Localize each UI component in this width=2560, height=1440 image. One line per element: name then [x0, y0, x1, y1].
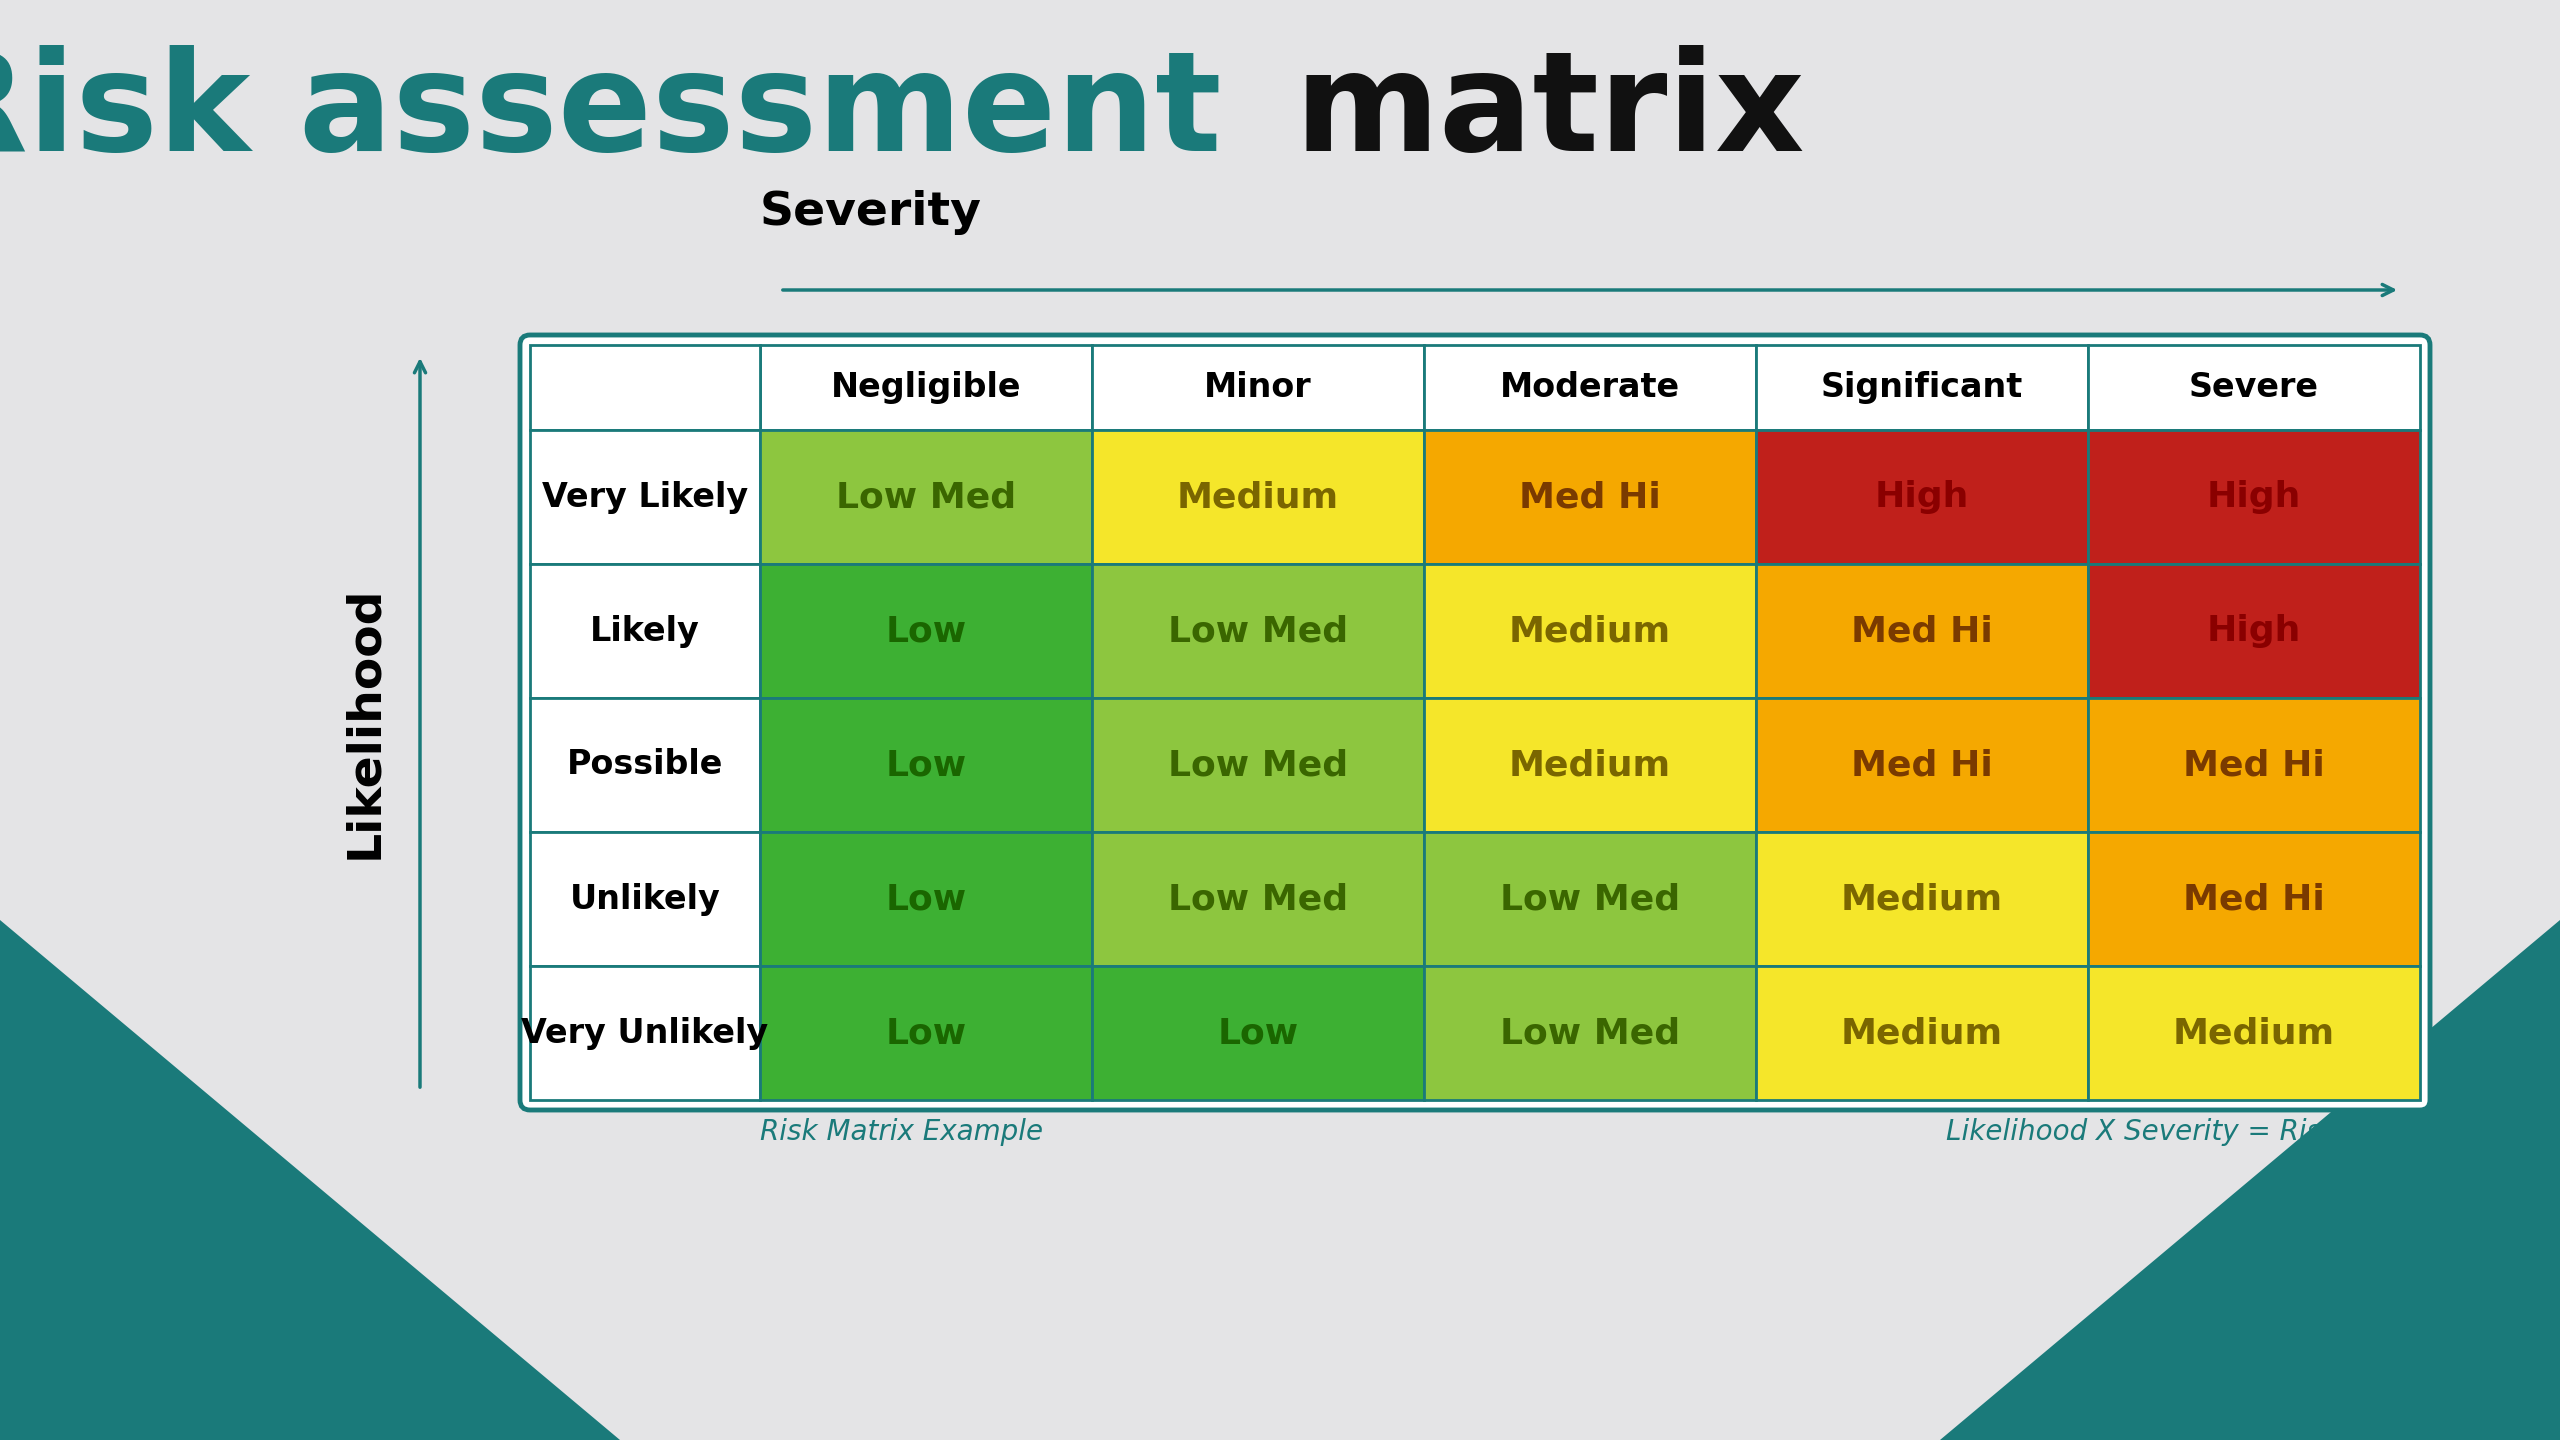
Text: Med Hi: Med Hi	[1851, 613, 1992, 648]
Bar	[1423, 832, 1756, 966]
Text: Risk assessment: Risk assessment	[0, 45, 1270, 180]
Text: Risk Matrix Example: Risk Matrix Example	[760, 1117, 1042, 1146]
Bar	[1423, 564, 1756, 698]
Bar	[1093, 698, 1423, 832]
Bar	[1756, 832, 2089, 966]
Text: High: High	[2207, 480, 2301, 514]
Bar	[2089, 564, 2419, 698]
Bar	[2089, 966, 2419, 1100]
Bar	[1093, 966, 1423, 1100]
FancyBboxPatch shape	[520, 336, 2429, 1110]
Bar	[1423, 346, 1756, 431]
Text: Low Med: Low Med	[1167, 747, 1349, 782]
Text: Minor: Minor	[1203, 372, 1311, 405]
Text: Med Hi: Med Hi	[2184, 881, 2324, 916]
Text: Significant: Significant	[1820, 372, 2022, 405]
Bar	[1093, 564, 1423, 698]
Text: Medium: Medium	[1178, 480, 1339, 514]
Bar	[1093, 346, 1423, 431]
Text: Med Hi: Med Hi	[2184, 747, 2324, 782]
Text: Low Med: Low Med	[1167, 881, 1349, 916]
Bar	[530, 966, 760, 1100]
Text: Low: Low	[886, 1017, 968, 1050]
Bar	[1093, 832, 1423, 966]
Text: Med Hi: Med Hi	[1518, 480, 1661, 514]
Bar	[530, 346, 760, 431]
Text: High: High	[2207, 613, 2301, 648]
Bar	[530, 564, 760, 698]
Bar	[1093, 431, 1423, 564]
Polygon shape	[0, 920, 620, 1440]
Bar	[530, 431, 760, 564]
Bar	[2089, 698, 2419, 832]
Bar	[2089, 431, 2419, 564]
Text: Low: Low	[886, 613, 968, 648]
Bar	[1756, 431, 2089, 564]
Bar	[530, 832, 760, 966]
Text: Severity: Severity	[760, 190, 983, 235]
Text: Severe: Severe	[2189, 372, 2319, 405]
Bar	[760, 832, 1093, 966]
Bar	[1756, 564, 2089, 698]
Bar	[530, 698, 760, 832]
Bar	[760, 564, 1093, 698]
Text: Low Med: Low Med	[1500, 881, 1679, 916]
Text: Low: Low	[886, 747, 968, 782]
Text: Unlikely: Unlikely	[571, 883, 719, 916]
Text: Low Med: Low Med	[1167, 613, 1349, 648]
Text: Negligible: Negligible	[832, 372, 1021, 405]
Text: Likely: Likely	[591, 615, 699, 648]
Bar	[760, 346, 1093, 431]
Text: Medium: Medium	[1841, 1017, 2002, 1050]
Text: Low: Low	[886, 881, 968, 916]
Text: Moderate: Moderate	[1500, 372, 1679, 405]
Bar	[1423, 698, 1756, 832]
Text: matrix: matrix	[1295, 45, 1805, 180]
Bar	[760, 966, 1093, 1100]
Bar	[760, 698, 1093, 832]
Polygon shape	[1940, 920, 2560, 1440]
Bar	[1756, 698, 2089, 832]
Bar	[1423, 431, 1756, 564]
Text: Likelihood: Likelihood	[343, 586, 387, 860]
Text: Med Hi: Med Hi	[1851, 747, 1992, 782]
Bar	[1756, 346, 2089, 431]
Text: Medium: Medium	[2173, 1017, 2335, 1050]
Bar	[1756, 966, 2089, 1100]
Bar	[760, 431, 1093, 564]
Bar	[1423, 966, 1756, 1100]
Bar	[2089, 346, 2419, 431]
Text: Very Likely: Very Likely	[543, 481, 748, 514]
Text: Low: Low	[1219, 1017, 1298, 1050]
Text: Low Med: Low Med	[837, 480, 1016, 514]
Text: Likelihood X Severity = Risk Level: Likelihood X Severity = Risk Level	[1946, 1117, 2419, 1146]
Text: Very Unlikely: Very Unlikely	[522, 1017, 768, 1050]
Text: Low Med: Low Med	[1500, 1017, 1679, 1050]
Text: Possible: Possible	[566, 749, 722, 782]
Text: Medium: Medium	[1508, 613, 1672, 648]
Text: Medium: Medium	[1841, 881, 2002, 916]
Text: High: High	[1874, 480, 1969, 514]
Text: Medium: Medium	[1508, 747, 1672, 782]
Bar	[2089, 832, 2419, 966]
